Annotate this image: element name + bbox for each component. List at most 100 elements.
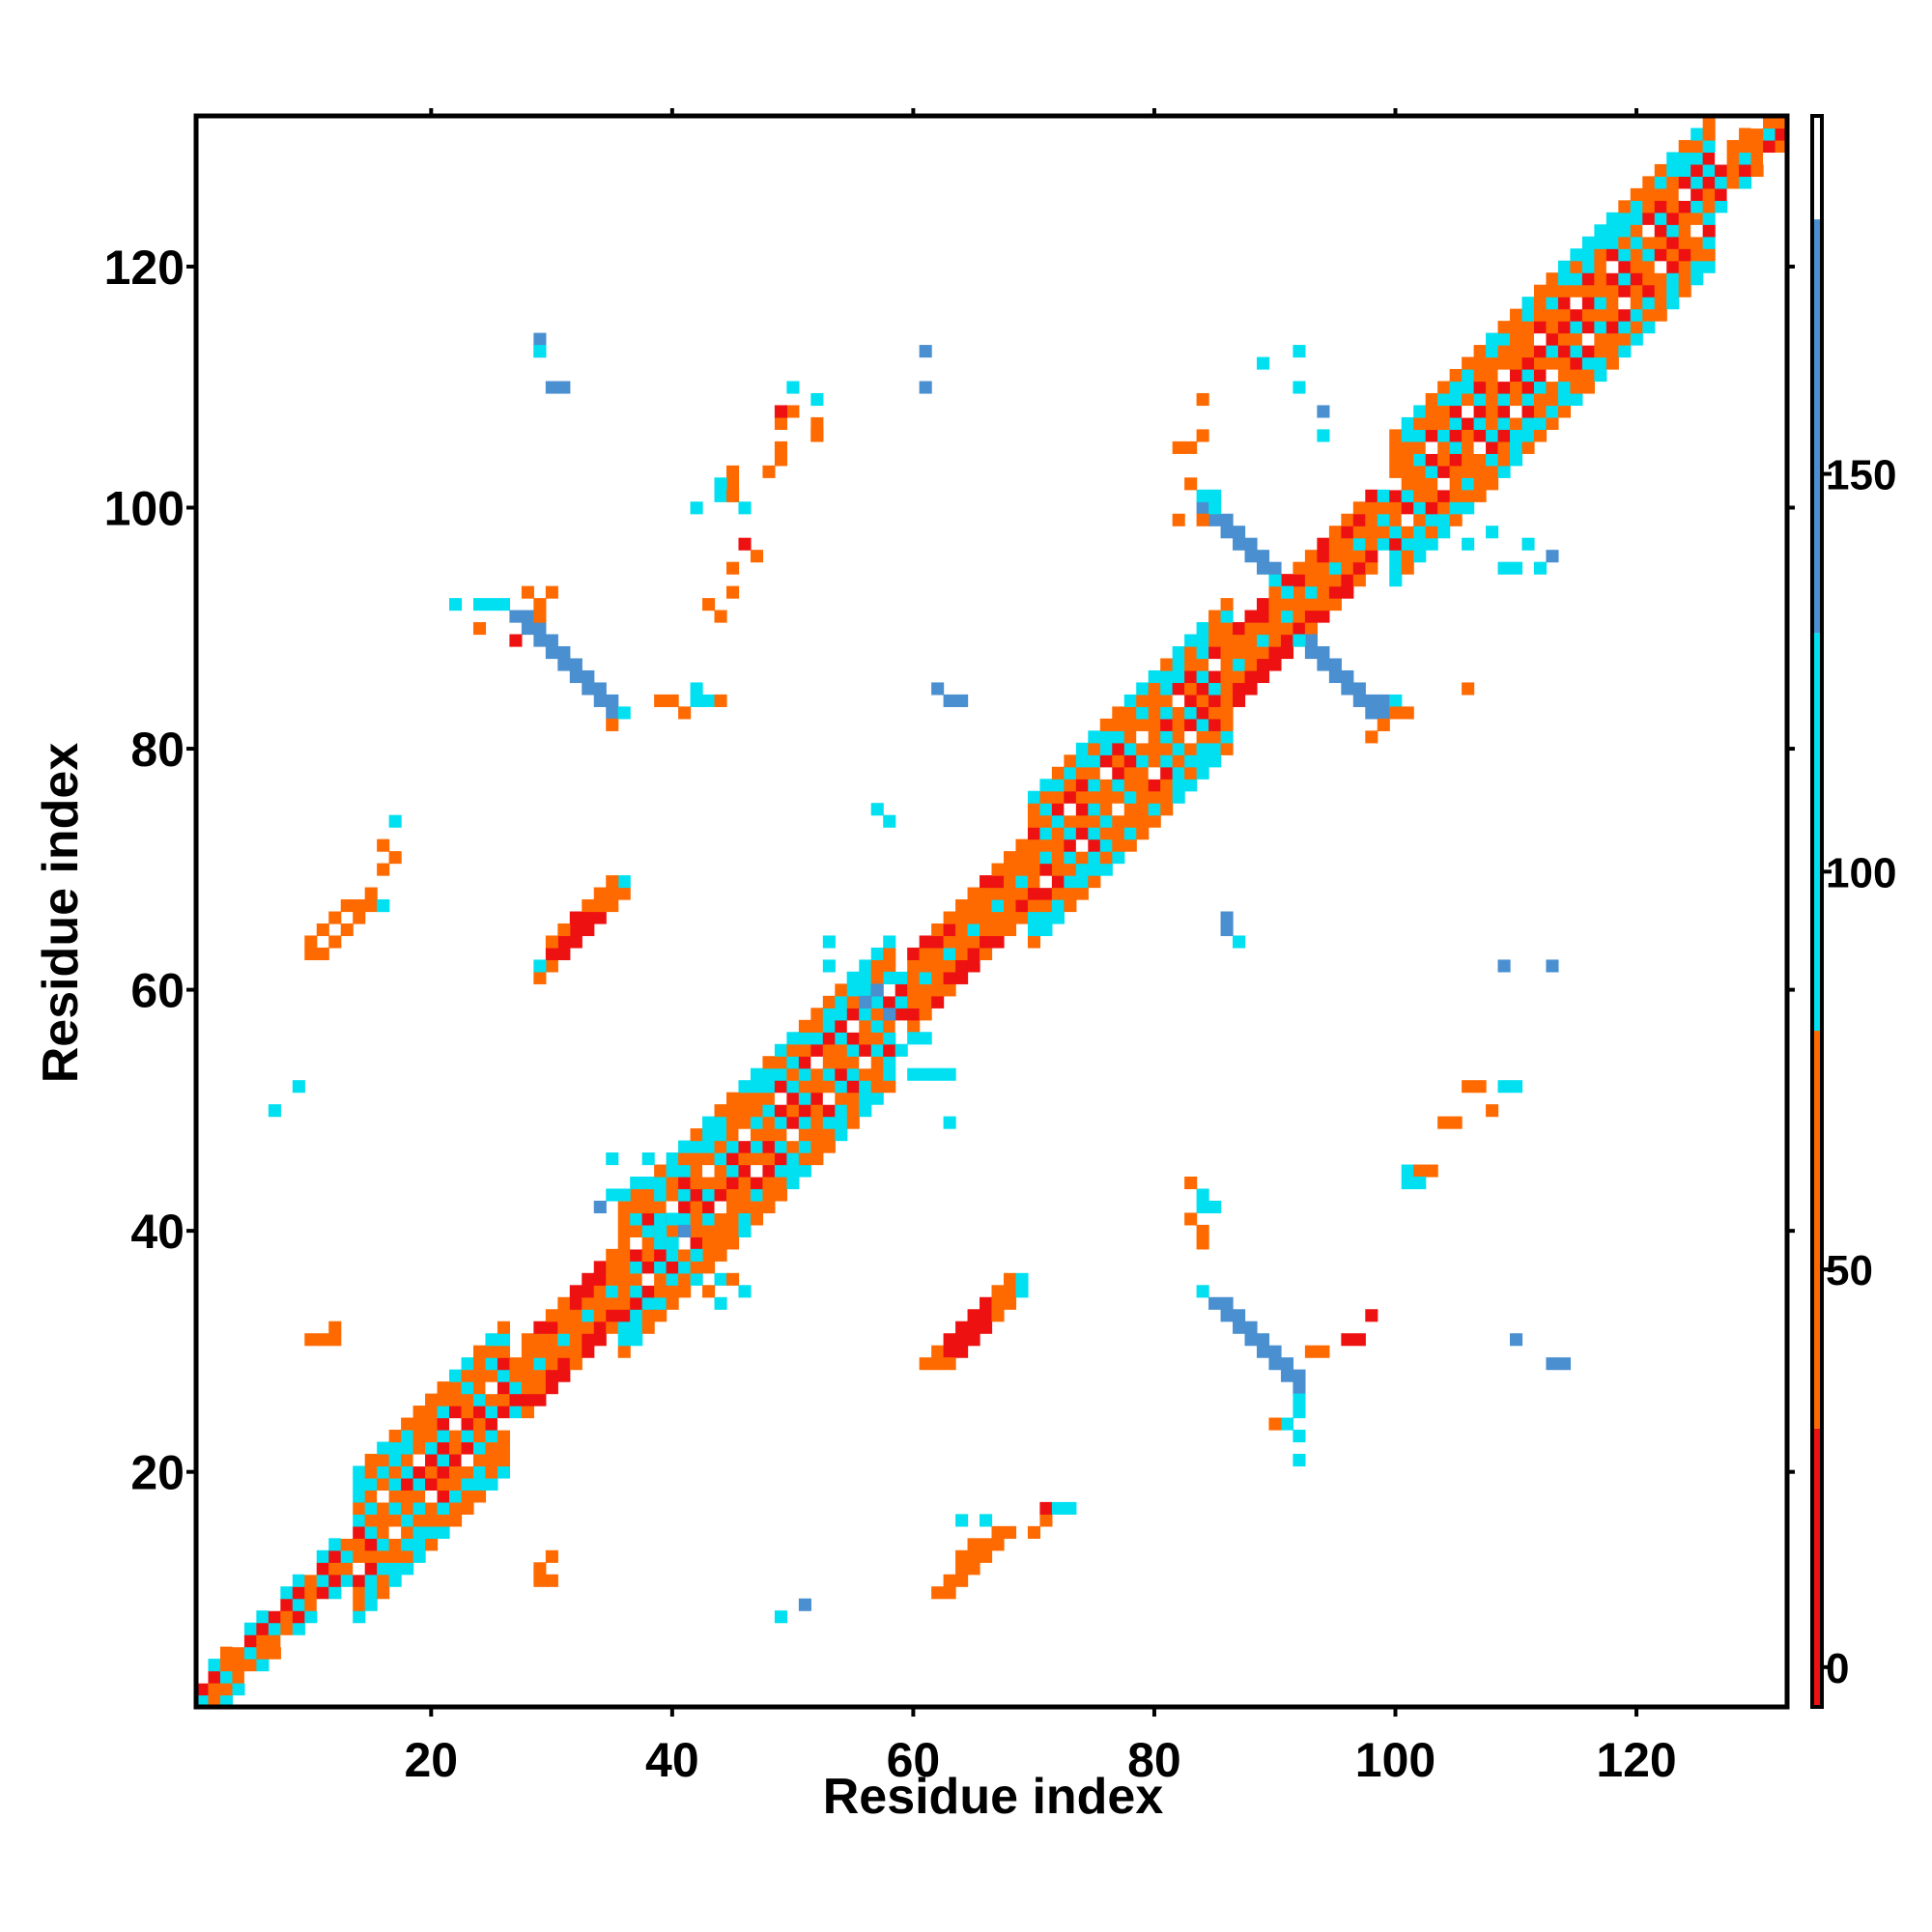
heatmap-cell — [1654, 212, 1667, 225]
heatmap-cell — [557, 1333, 571, 1347]
heatmap-cell — [1605, 332, 1619, 346]
heatmap-cell — [907, 983, 921, 997]
heatmap-cell — [919, 1067, 932, 1081]
heatmap-cell — [786, 1043, 800, 1057]
heatmap-cell — [1389, 429, 1403, 442]
heatmap-cell — [1570, 332, 1583, 346]
heatmap-cell — [401, 1465, 414, 1479]
heatmap-cell — [1449, 465, 1463, 478]
heatmap-cell — [870, 1092, 884, 1105]
heatmap-cell — [1510, 1333, 1523, 1347]
heatmap-cell — [1196, 694, 1209, 707]
heatmap-cell — [461, 1441, 474, 1455]
heatmap-cell — [606, 899, 619, 913]
heatmap-cell — [1208, 610, 1222, 623]
heatmap-cell — [1521, 332, 1535, 346]
heatmap-cell — [1594, 332, 1607, 346]
heatmap-cell — [714, 1152, 727, 1166]
heatmap-cell — [1268, 598, 1282, 611]
heatmap-cell — [328, 1333, 342, 1347]
heatmap-cell — [1160, 766, 1174, 780]
heatmap-cell — [1570, 248, 1583, 262]
heatmap-cell — [1497, 332, 1511, 346]
heatmap-cell — [943, 911, 956, 924]
heatmap-cell — [377, 1501, 390, 1515]
heatmap-cell — [919, 959, 932, 973]
heatmap-cell — [1196, 706, 1209, 720]
heatmap-cell — [714, 1116, 727, 1129]
heatmap-cell — [364, 1538, 378, 1551]
heatmap-cell — [316, 1598, 329, 1611]
heatmap-cell — [449, 1501, 463, 1515]
heatmap-cell — [1473, 453, 1487, 467]
heatmap-cell — [641, 1152, 655, 1166]
heatmap-cell — [1365, 501, 1378, 515]
heatmap-cell — [955, 1574, 969, 1587]
heatmap-cell — [1027, 790, 1041, 804]
heatmap-cell — [1172, 669, 1185, 684]
heatmap-cell — [1160, 742, 1174, 755]
heatmap-cell — [1208, 730, 1222, 744]
heatmap-cell — [738, 1164, 752, 1178]
heatmap-cell — [268, 1610, 281, 1624]
heatmap-cell — [364, 1490, 378, 1503]
heatmap-cell — [883, 1008, 896, 1021]
heatmap-cell — [1233, 658, 1246, 671]
heatmap-cell — [1352, 561, 1366, 575]
heatmap-cell — [1401, 550, 1414, 563]
heatmap-cell — [582, 1296, 595, 1310]
heatmap-cell — [1268, 646, 1282, 660]
heatmap-cell — [1533, 297, 1548, 310]
heatmap-cell — [798, 1140, 811, 1153]
heatmap-cell — [1521, 440, 1535, 454]
heatmap-cell — [1630, 200, 1643, 213]
heatmap-cell — [1208, 513, 1222, 526]
heatmap-cell — [1148, 779, 1161, 792]
heatmap-cell — [774, 1128, 787, 1142]
heatmap-cell — [907, 995, 921, 1009]
heatmap-cell — [1280, 610, 1294, 623]
heatmap-cell — [955, 947, 969, 961]
heatmap-cell — [931, 971, 945, 984]
heatmap-cell — [412, 1453, 426, 1467]
heatmap-cell — [690, 1236, 703, 1250]
heatmap-cell — [1425, 429, 1438, 442]
heatmap-cell — [1557, 272, 1572, 286]
heatmap-cell — [1462, 392, 1475, 407]
heatmap-cell — [1088, 851, 1101, 865]
heatmap-cell — [617, 1261, 631, 1274]
heatmap-cell — [1462, 489, 1475, 502]
heatmap-cell — [412, 1417, 426, 1431]
heatmap-cell — [497, 1453, 511, 1467]
heatmap-cell — [1075, 779, 1089, 792]
heatmap-cell — [232, 1683, 245, 1696]
heatmap-cell — [738, 1140, 752, 1153]
heatmap-cell — [1220, 718, 1234, 731]
heatmap-cell — [1184, 658, 1198, 671]
heatmap-cell — [1027, 803, 1041, 816]
heatmap-cell — [1088, 814, 1101, 828]
heatmap-cell — [1594, 224, 1607, 238]
heatmap-cell — [1172, 779, 1185, 792]
heatmap-cell — [401, 1441, 414, 1455]
heatmap-cell — [1557, 392, 1572, 407]
heatmap-cell — [786, 1152, 800, 1166]
heatmap-cell — [208, 1670, 221, 1684]
heatmap-cell — [955, 911, 969, 924]
heatmap-cell — [774, 1104, 787, 1118]
heatmap-cell — [991, 911, 1005, 924]
heatmap-cell — [943, 1586, 956, 1600]
heatmap-cell — [774, 1116, 787, 1129]
heatmap-cell — [1401, 465, 1414, 478]
heatmap-cell — [726, 1236, 740, 1250]
heatmap-cell — [1317, 574, 1330, 587]
heatmap-cell — [1630, 332, 1643, 346]
heatmap-cell — [810, 416, 824, 431]
heatmap-cell — [1208, 1200, 1222, 1214]
heatmap-cell — [1304, 634, 1318, 647]
heatmap-cell — [931, 1067, 945, 1081]
heatmap-cell — [1148, 766, 1161, 780]
heatmap-cell — [702, 1200, 716, 1214]
heatmap-cell — [1220, 669, 1234, 684]
heatmap-cell — [774, 405, 787, 418]
